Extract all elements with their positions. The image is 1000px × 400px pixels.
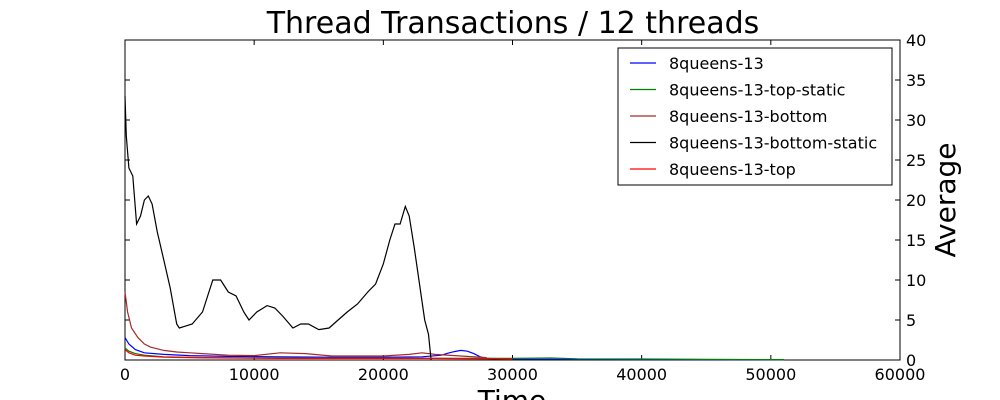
legend: 8queens-13 8queens-13-top-static 8queens-1… <box>617 47 893 186</box>
y-tick-label: 10 <box>906 271 926 290</box>
x-tick-label: 50000 <box>745 365 796 384</box>
x-axis-label: Time <box>477 384 547 400</box>
x-axis-ticks: 0 10000 20000 30000 40000 50000 60000 <box>120 40 926 384</box>
y-tick-label: 30 <box>906 111 926 130</box>
series-line-8queens-13-bottom <box>124 291 487 359</box>
y-tick-label: 5 <box>906 311 916 330</box>
y-axis-label: Average <box>929 143 962 258</box>
series-line-8queens-13-top <box>124 349 513 360</box>
y-tick-label: 0 <box>906 351 916 370</box>
legend-label: 8queens-13-bottom <box>669 107 827 126</box>
chart-title: Thread Transactions / 12 threads <box>266 6 760 41</box>
y-tick-label: 25 <box>906 151 926 170</box>
y-tick-label: 20 <box>906 191 926 210</box>
series-lines <box>124 95 784 361</box>
legend-label: 8queens-13-top <box>669 160 796 179</box>
x-tick-label: 0 <box>120 365 130 384</box>
legend-label: 8queens-13-bottom-static <box>669 134 877 153</box>
y-axis-ticks: 0 5 10 15 20 25 30 35 40 <box>125 31 926 370</box>
x-tick-label: 40000 <box>616 365 667 384</box>
x-tick-label: 30000 <box>487 365 538 384</box>
y-tick-label: 15 <box>906 231 926 250</box>
legend-label: 8queens-13-top-static <box>669 81 845 100</box>
legend-box <box>617 47 893 186</box>
series-line-8queens-13 <box>124 337 784 361</box>
series-line-8queens-13-bottom-static <box>124 95 432 361</box>
legend-label: 8queens-13 <box>669 54 764 73</box>
x-tick-label: 10000 <box>229 365 280 384</box>
y-tick-label: 40 <box>906 31 926 50</box>
x-tick-label: 60000 <box>875 365 926 384</box>
x-tick-label: 20000 <box>358 365 409 384</box>
y-tick-label: 35 <box>906 71 926 90</box>
